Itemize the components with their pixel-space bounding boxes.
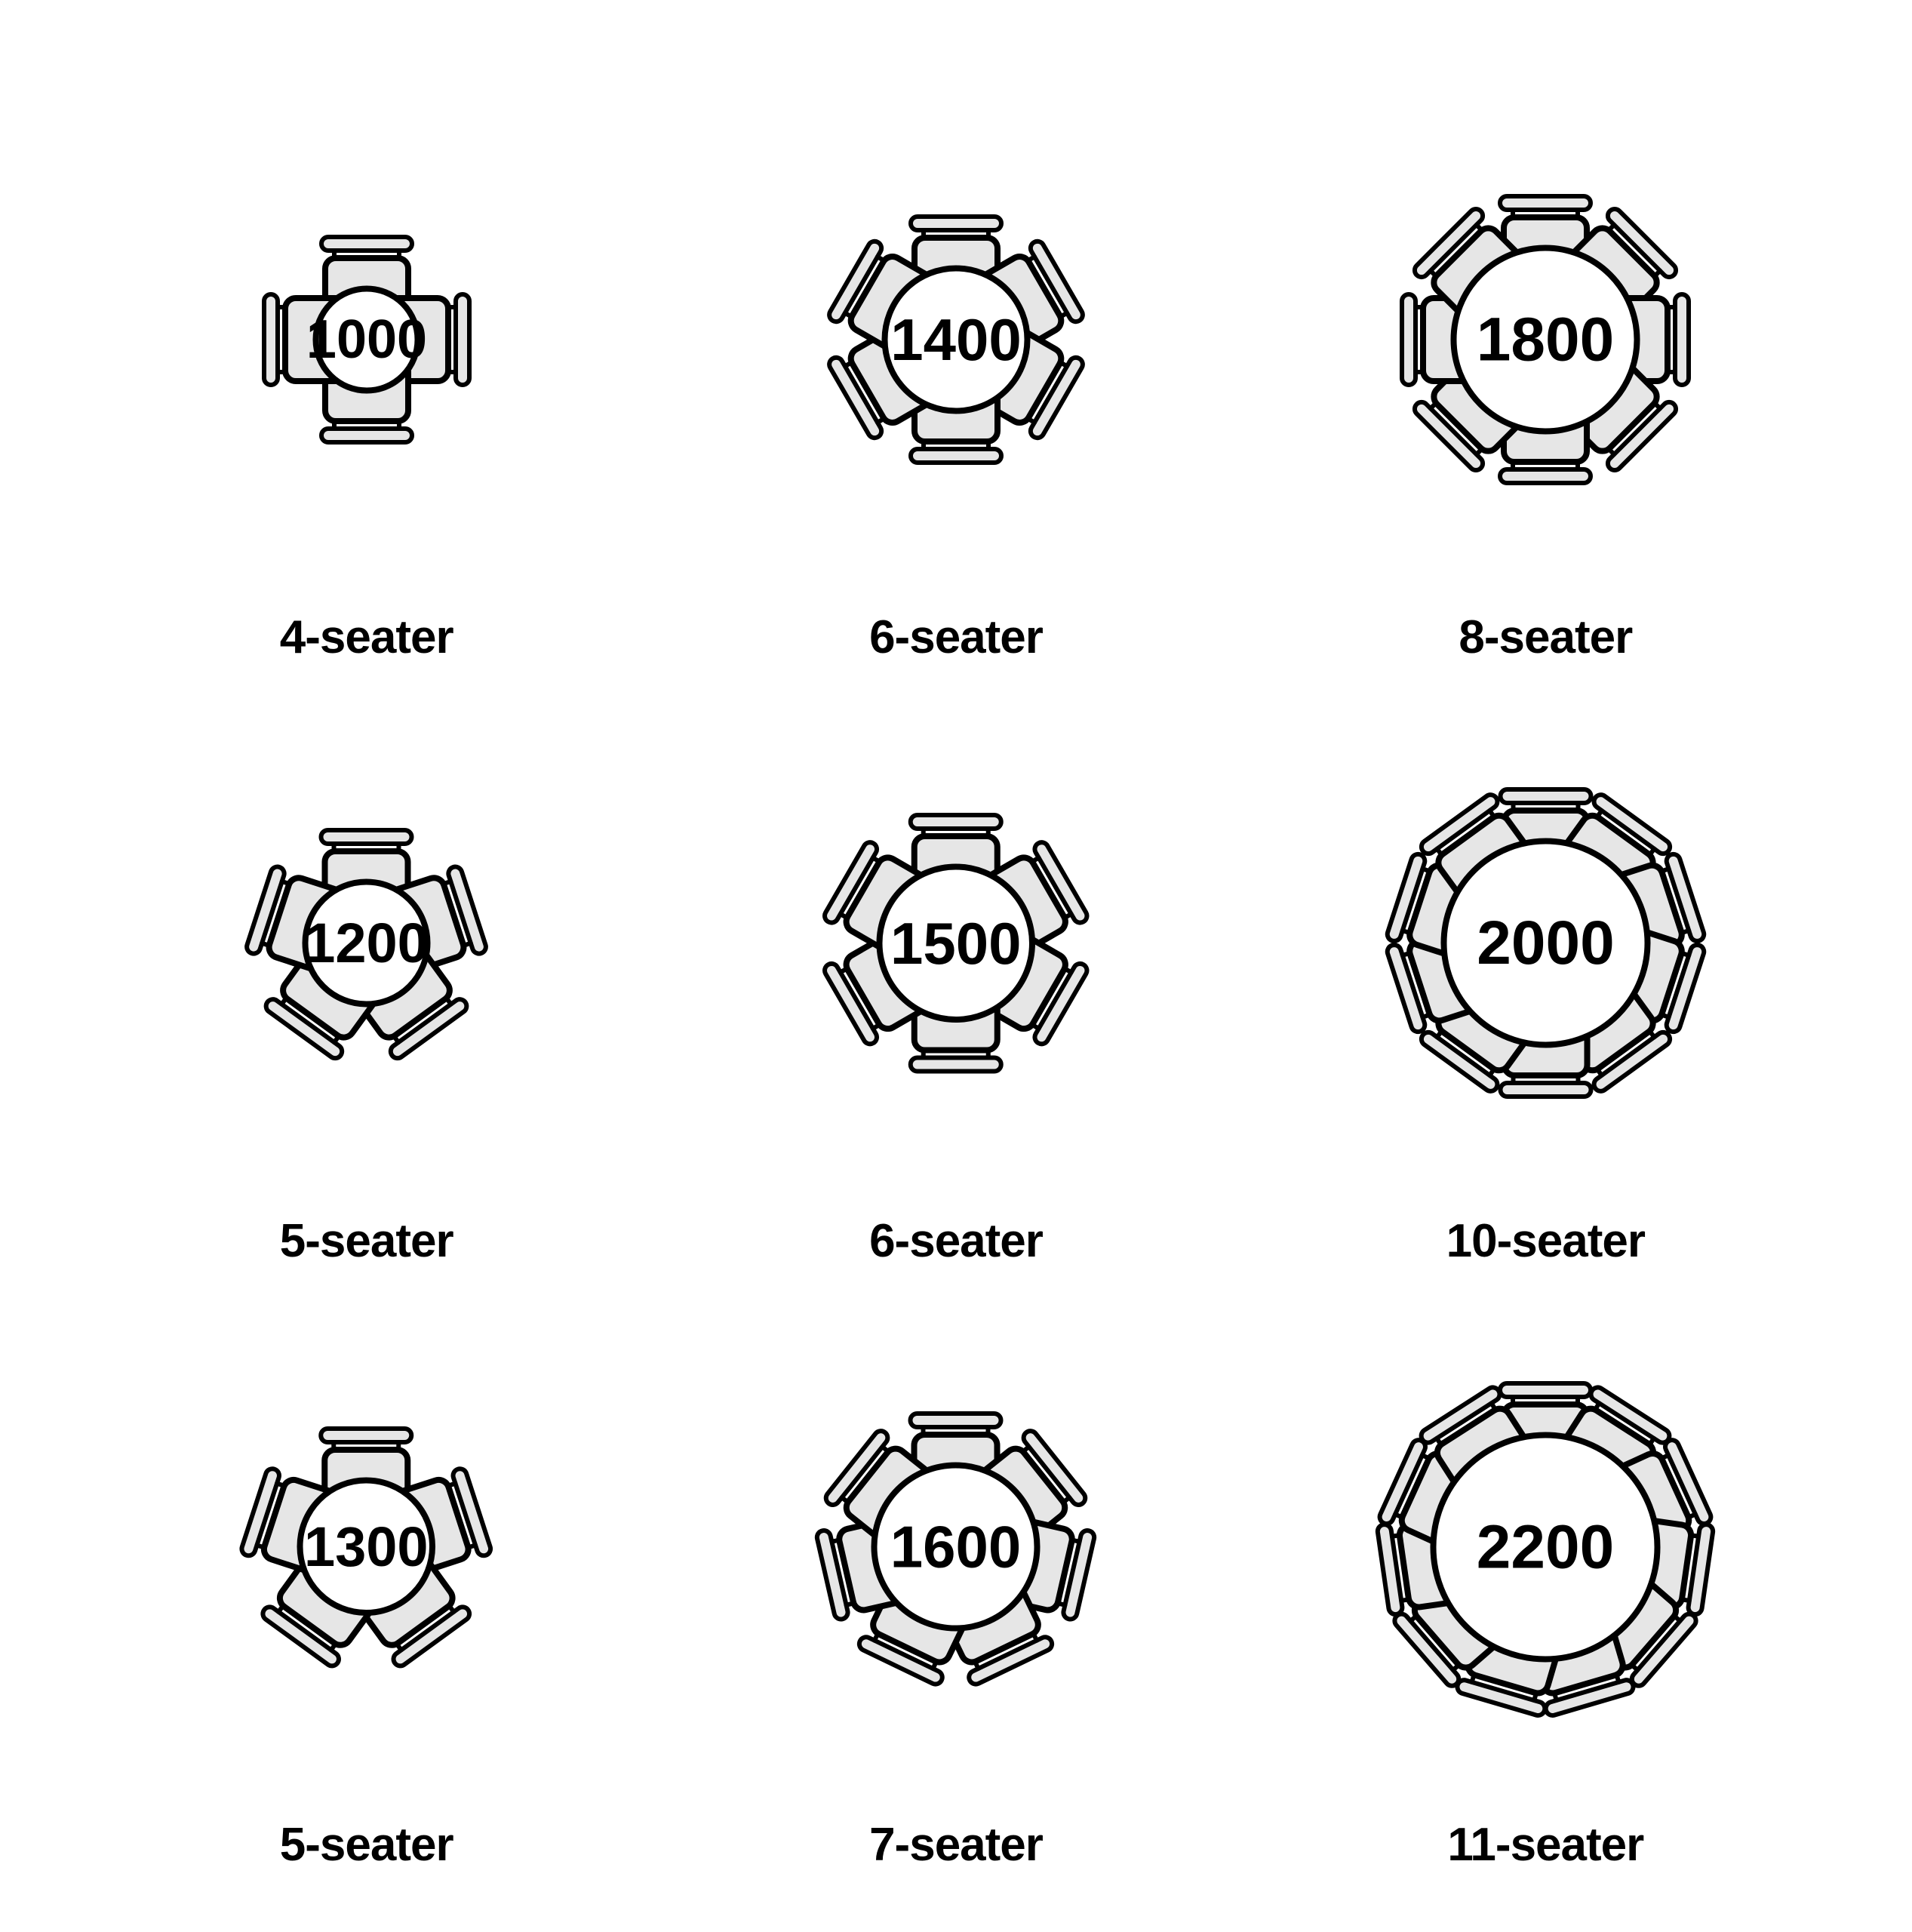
- table-size-label: 1000: [306, 309, 427, 370]
- table-svg-2: 1800: [1393, 187, 1698, 492]
- table-caption-1: 6-seater: [869, 611, 1043, 664]
- table-cell-7: 1600 7-seater: [672, 1298, 1239, 1872]
- table-caption-6: 5-seater: [280, 1818, 453, 1872]
- table-size-label: 1300: [304, 1515, 429, 1578]
- table-diagram-4: 1500: [672, 694, 1239, 1192]
- table-diagram-2: 1800: [1262, 91, 1829, 588]
- table-seating-infographic: 1000 4-seater 1400 6-seater 1800 8-seate…: [0, 0, 1912, 1932]
- table-caption-4: 6-seater: [869, 1214, 1043, 1268]
- table-size-label: 2000: [1477, 909, 1614, 977]
- table-diagram-6: 1300: [83, 1298, 650, 1795]
- table-cell-8: 2200 11-seater: [1262, 1298, 1829, 1872]
- table-diagram-3: 1200: [83, 694, 650, 1192]
- table-size-label: 2200: [1477, 1512, 1614, 1581]
- table-size-label: 1400: [890, 306, 1022, 373]
- table-caption-8: 11-seater: [1447, 1818, 1643, 1872]
- table-cell-4: 1500 6-seater: [672, 694, 1239, 1268]
- table-diagram-0: 1000: [83, 91, 650, 588]
- table-caption-3: 5-seater: [280, 1214, 453, 1268]
- table-svg-5: 2000: [1383, 780, 1708, 1106]
- table-caption-7: 7-seater: [869, 1818, 1043, 1872]
- table-caption-5: 10-seater: [1446, 1214, 1645, 1268]
- table-size-label: 1800: [1477, 305, 1614, 374]
- table-diagram-8: 2200: [1262, 1298, 1829, 1795]
- diagram-grid: 1000 4-seater 1400 6-seater 1800 8-seate…: [83, 91, 1829, 1872]
- table-cell-2: 1800 8-seater: [1262, 91, 1829, 664]
- table-cell-0: 1000 4-seater: [83, 91, 650, 664]
- table-size-label: 1500: [890, 910, 1022, 977]
- table-svg-3: 1200: [244, 821, 488, 1065]
- table-svg-0: 1000: [255, 228, 478, 451]
- table-size-label: 1600: [890, 1514, 1022, 1580]
- table-svg-6: 1300: [239, 1420, 493, 1674]
- table-svg-1: 1400: [824, 208, 1088, 472]
- table-diagram-7: 1600: [672, 1298, 1239, 1795]
- table-cell-3: 1200 5-seater: [83, 694, 650, 1268]
- table-svg-7: 1600: [813, 1404, 1098, 1689]
- table-caption-0: 4-seater: [280, 611, 453, 664]
- table-caption-2: 8-seater: [1459, 611, 1632, 664]
- table-cell-6: 1300 5-seater: [83, 1298, 650, 1872]
- table-svg-4: 1500: [819, 806, 1093, 1081]
- table-svg-8: 2200: [1373, 1374, 1718, 1720]
- table-size-label: 1200: [304, 912, 429, 974]
- table-diagram-5: 2000: [1262, 694, 1829, 1192]
- table-cell-1: 1400 6-seater: [672, 91, 1239, 664]
- table-cell-5: 2000 10-seater: [1262, 694, 1829, 1268]
- table-diagram-1: 1400: [672, 91, 1239, 588]
